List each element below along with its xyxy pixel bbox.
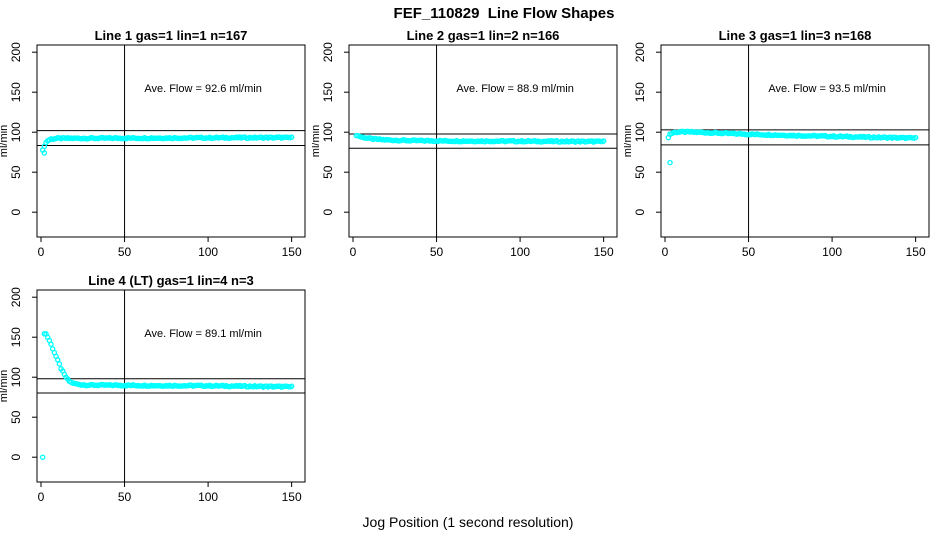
plot-box (348, 44, 618, 238)
x-tick-label: 50 (118, 490, 132, 504)
y-tick-label: 50 (321, 165, 335, 179)
y-axis-name: ml/min (0, 370, 10, 402)
chart-svg: Line 4 (LT) gas=1 lin=4 n=3 0 50 100 150 0 50 1… (0, 273, 306, 504)
data-points (39, 331, 295, 460)
x-tick-label: 0 (350, 245, 357, 259)
y-axis-name: ml/min (624, 125, 634, 157)
subplot-title: Line 2 gas=1 lin=2 n=166 (407, 28, 560, 43)
y-tick-label: 150 (9, 327, 23, 347)
avg-flow-annotation: Ave. Flow = 93.5 ml/min (768, 83, 885, 95)
y-tick-label: 0 (9, 209, 23, 216)
x-tick-label: 50 (430, 245, 444, 259)
x-tick-label: 150 (282, 490, 302, 504)
y-tick-label: 100 (321, 122, 335, 142)
subplot-title: Line 3 gas=1 lin=3 n=168 (719, 28, 872, 43)
subplot-line-1: Line 1 gas=1 lin=1 n=167 0 50 100 150 0 50 100 1… (0, 28, 312, 268)
plot-box (36, 44, 306, 238)
y-tick-label: 150 (633, 82, 647, 102)
y-axis-name: ml/min (312, 125, 322, 157)
subplot-line-2: Line 2 gas=1 lin=2 n=166 0 50 100 150 0 50 100 1… (310, 28, 624, 268)
main-title: FEF_110829 Line Flow Shapes (393, 5, 615, 22)
y-tick-label: 200 (321, 42, 335, 62)
x-axis-label: Jog Position (1 second resolution) (362, 514, 574, 530)
y-tick-label: 0 (9, 454, 23, 461)
x-tick-label: 100 (198, 490, 218, 504)
y-tick-label: 100 (9, 367, 23, 387)
x-tick-label: 0 (662, 245, 669, 259)
subplot-title: Line 4 (LT) gas=1 lin=4 n=3 (88, 273, 254, 288)
outlier-point (667, 159, 673, 166)
chart-svg: Line 2 gas=1 lin=2 n=166 0 50 100 150 0 50 100 1… (310, 28, 618, 259)
x-tick-label: 50 (742, 245, 756, 259)
chart-svg: Line 3 gas=1 lin=3 n=168 0 50 100 150 0 50 100 1… (622, 28, 930, 259)
y-tick-label: 200 (9, 287, 23, 307)
x-tick-label: 100 (822, 245, 842, 259)
plot-box (660, 44, 930, 238)
outlier-point (39, 454, 46, 460)
x-tick-label: 150 (282, 245, 302, 259)
y-axis-name: ml/min (0, 125, 10, 157)
avg-flow-annotation: Ave. Flow = 92.6 ml/min (144, 83, 261, 95)
avg-flow-annotation: Ave. Flow = 89.1 ml/min (144, 328, 261, 340)
y-tick-label: 50 (9, 165, 23, 179)
x-tick-label: 0 (38, 490, 45, 504)
x-tick-label: 100 (198, 245, 218, 259)
y-tick-label: 0 (633, 209, 647, 216)
subplot-line-4: Line 4 (LT) gas=1 lin=4 n=3 0 50 100 150 0 50 1… (0, 273, 312, 513)
y-tick-label: 150 (9, 82, 23, 102)
subplot-line-3: Line 3 gas=1 lin=3 n=168 0 50 100 150 0 50 100 1… (622, 28, 936, 268)
avg-flow-annotation: Ave. Flow = 88.9 ml/min (456, 83, 573, 95)
data-points (665, 128, 919, 166)
x-tick-label: 150 (906, 245, 926, 259)
y-tick-label: 50 (633, 165, 647, 179)
chart-svg: Line 1 gas=1 lin=1 n=167 0 50 100 150 0 50 100 1… (0, 28, 306, 259)
data-points (39, 134, 295, 156)
y-tick-label: 0 (321, 209, 335, 216)
data-points (353, 132, 607, 145)
y-tick-label: 100 (633, 122, 647, 142)
y-tick-label: 150 (321, 82, 335, 102)
y-tick-label: 200 (633, 42, 647, 62)
y-tick-label: 100 (9, 122, 23, 142)
subplot-title: Line 1 gas=1 lin=1 n=167 (95, 28, 248, 43)
x-tick-label: 0 (38, 245, 45, 259)
x-tick-label: 150 (594, 245, 614, 259)
y-tick-label: 50 (9, 410, 23, 424)
x-tick-label: 100 (510, 245, 530, 259)
x-tick-label: 50 (118, 245, 132, 259)
y-tick-label: 200 (9, 42, 23, 62)
plot-box (36, 289, 306, 483)
outlier-point (41, 150, 48, 156)
